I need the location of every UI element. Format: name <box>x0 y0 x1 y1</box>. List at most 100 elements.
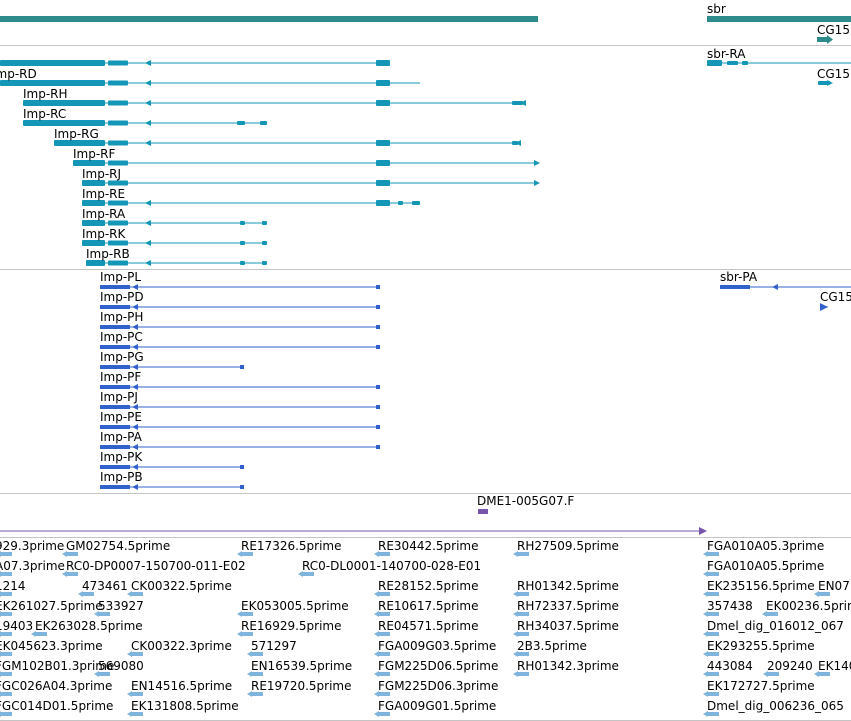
protein-cds-block[interactable] <box>376 385 380 389</box>
transcript-exon[interactable] <box>82 220 105 226</box>
est-arrowhead[interactable] <box>237 551 242 557</box>
est-feature[interactable] <box>35 632 47 636</box>
est-arrowhead[interactable] <box>237 631 242 637</box>
transcript-arrowhead[interactable] <box>515 140 521 146</box>
protein-track[interactable]: Imp-PL Imp-PD Imp-PH Imp-PC Imp-PG Imp-P… <box>0 270 851 494</box>
protein-arrowhead[interactable] <box>820 303 828 311</box>
transcript-arrowhead[interactable] <box>534 160 540 166</box>
est-feature[interactable] <box>707 692 719 696</box>
transcript-exon[interactable] <box>82 240 105 246</box>
est-arrowhead[interactable] <box>703 711 708 717</box>
transcript-exon[interactable] <box>108 140 128 146</box>
protein-cds-block[interactable] <box>100 485 130 489</box>
est-arrowhead[interactable] <box>374 591 379 597</box>
transcript-arrowhead[interactable] <box>145 80 151 86</box>
est-feature[interactable] <box>0 672 12 676</box>
protein-arrowhead[interactable] <box>132 344 138 350</box>
transcript-exon[interactable] <box>82 180 105 186</box>
est-arrowhead[interactable] <box>374 611 379 617</box>
est-arrowhead[interactable] <box>0 611 1 617</box>
est-arrowhead[interactable] <box>127 691 132 697</box>
transcript-exon[interactable] <box>237 121 245 125</box>
est-feature[interactable] <box>517 652 529 656</box>
est-arrowhead[interactable] <box>703 671 708 677</box>
est-arrowhead[interactable] <box>247 651 252 657</box>
est-arrowhead[interactable] <box>703 551 708 557</box>
est-arrowhead[interactable] <box>0 691 1 697</box>
transcript-exon[interactable] <box>376 160 390 166</box>
protein-cds-block[interactable] <box>720 285 750 289</box>
protein-arrowhead[interactable] <box>132 324 138 330</box>
transcript-arrowhead[interactable] <box>145 140 151 146</box>
est-feature[interactable] <box>378 552 390 556</box>
est-arrowhead[interactable] <box>0 571 1 577</box>
transcript-exon[interactable] <box>73 160 105 166</box>
protein-arrowhead[interactable] <box>772 284 778 290</box>
est-feature[interactable] <box>241 612 253 616</box>
transcript-exon[interactable] <box>240 261 245 265</box>
est-feature[interactable] <box>131 592 143 596</box>
est-arrowhead[interactable] <box>94 611 99 617</box>
est-arrowhead[interactable] <box>62 551 67 557</box>
transcript-exon[interactable] <box>742 61 748 65</box>
transcript-track[interactable]: Imp-RD Imp-RH Imp-RC Imp-RG Imp-RF Imp-R… <box>0 46 851 270</box>
est-arrowhead[interactable] <box>127 651 132 657</box>
protein-arrowhead[interactable] <box>132 424 138 430</box>
protein-arrowhead[interactable] <box>132 304 138 310</box>
est-arrowhead[interactable] <box>374 691 379 697</box>
transcript-exon[interactable] <box>108 180 128 186</box>
protein-arrowhead[interactable] <box>132 284 138 290</box>
est-feature[interactable] <box>0 612 12 616</box>
est-arrowhead[interactable] <box>513 651 518 657</box>
protein-cds-block[interactable] <box>376 445 380 449</box>
transcript-exon[interactable] <box>707 60 722 66</box>
est-arrowhead[interactable] <box>0 631 1 637</box>
est-feature[interactable] <box>818 592 830 596</box>
est-feature[interactable] <box>378 632 390 636</box>
protein-cds-block[interactable] <box>376 325 380 329</box>
est-track[interactable]: 929.3prime GM02754.5prime RE17326.5prime RE… <box>0 538 851 721</box>
est-arrowhead[interactable] <box>247 691 252 697</box>
est-feature[interactable] <box>98 612 110 616</box>
transcript-arrowhead[interactable] <box>145 60 151 66</box>
est-arrowhead[interactable] <box>703 691 708 697</box>
protein-arrowhead[interactable] <box>132 404 138 410</box>
protein-cds-block[interactable] <box>376 425 380 429</box>
est-feature[interactable] <box>131 712 143 716</box>
protein-cds-block[interactable] <box>100 445 130 449</box>
est-arrowhead[interactable] <box>763 671 768 677</box>
transcript-exon[interactable] <box>262 241 267 245</box>
est-feature[interactable] <box>707 552 719 556</box>
transcript-exon[interactable] <box>108 160 128 166</box>
transcript-exon[interactable] <box>108 260 128 266</box>
transcript-exon[interactable] <box>412 201 420 205</box>
protein-cds-block[interactable] <box>100 345 130 349</box>
est-arrowhead[interactable] <box>374 631 379 637</box>
est-feature[interactable] <box>131 652 143 656</box>
est-arrowhead[interactable] <box>0 651 1 657</box>
transcript-exon[interactable] <box>262 261 267 265</box>
transcript-exon[interactable] <box>260 121 267 125</box>
transcript-arrowhead[interactable] <box>827 80 833 86</box>
est-arrowhead[interactable] <box>374 671 379 677</box>
est-feature[interactable] <box>98 672 110 676</box>
protein-arrowhead[interactable] <box>132 484 138 490</box>
transcript-exon[interactable] <box>240 241 245 245</box>
est-arrowhead[interactable] <box>94 671 99 677</box>
est-arrowhead[interactable] <box>762 611 767 617</box>
protein-cds-block[interactable] <box>100 425 130 429</box>
transcript-exon[interactable] <box>376 200 390 206</box>
est-arrowhead[interactable] <box>374 651 379 657</box>
transcript-exon[interactable] <box>398 201 403 205</box>
est-feature[interactable] <box>0 552 12 556</box>
est-arrowhead[interactable] <box>513 551 518 557</box>
est-feature[interactable] <box>707 712 719 716</box>
protein-cds-block[interactable] <box>100 285 130 289</box>
transcript-exon[interactable] <box>108 60 128 66</box>
protein-arrowhead[interactable] <box>132 444 138 450</box>
est-feature[interactable] <box>302 572 314 576</box>
transcript-exon[interactable] <box>376 80 390 86</box>
gene-bar[interactable] <box>0 16 538 22</box>
est-feature[interactable] <box>707 652 719 656</box>
